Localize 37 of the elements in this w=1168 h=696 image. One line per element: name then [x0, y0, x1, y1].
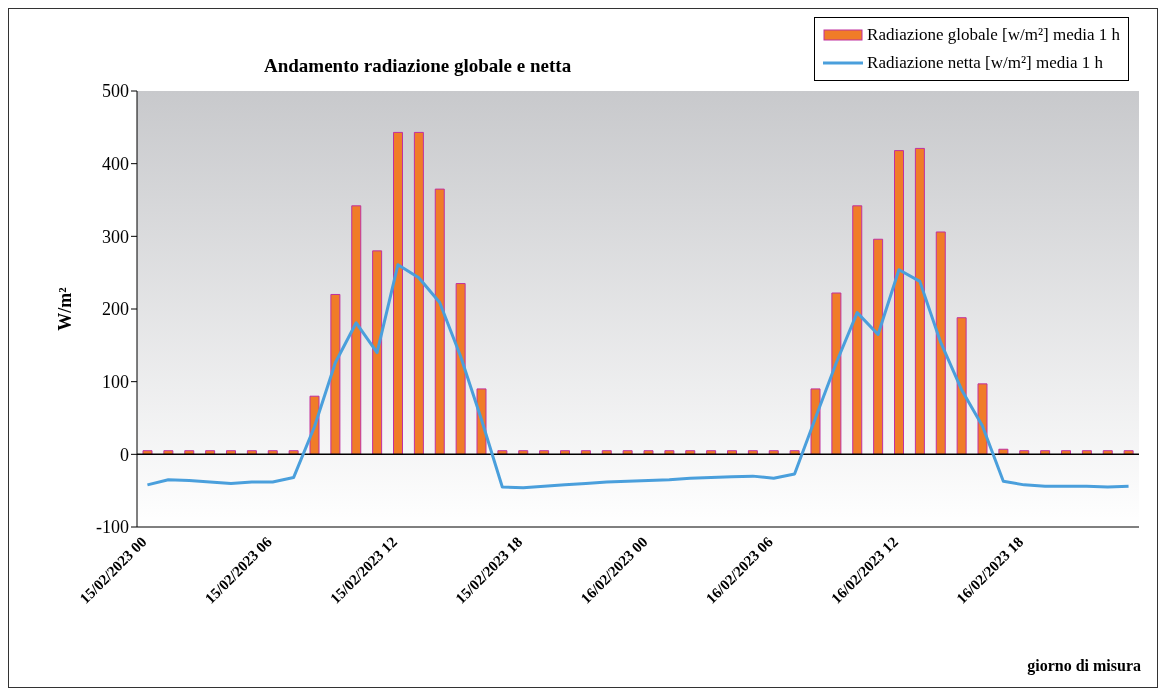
y-tick-label: 400: [102, 154, 129, 175]
bar: [956, 317, 967, 455]
bar: [873, 238, 884, 455]
bar: [434, 188, 445, 455]
bar: [789, 450, 800, 455]
bar: [914, 147, 925, 455]
bar: [372, 250, 383, 455]
y-tick-label: 500: [102, 81, 129, 102]
chart-title: Andamento radiazione globale e netta: [264, 55, 572, 77]
text: giorno di misura: [1027, 657, 1141, 675]
bar: [497, 450, 508, 455]
bar: [998, 448, 1009, 455]
bar: [330, 293, 341, 455]
y-tick-label: -100: [96, 517, 129, 538]
bar: [894, 150, 904, 455]
bar: [831, 292, 842, 455]
y-axis-title: W/m²: [55, 287, 75, 331]
bar: [622, 450, 633, 455]
bar: [413, 131, 424, 455]
bar: [1123, 450, 1134, 455]
bar: [142, 450, 153, 455]
y-tick-label: 300: [102, 226, 129, 247]
bar: [455, 283, 466, 455]
legend-label: Radiazione globale [w/m²] media 1 h: [867, 24, 1120, 46]
bar: [351, 205, 362, 455]
bar: [935, 231, 946, 455]
bar: [393, 131, 403, 455]
y-tick-label: 0: [120, 444, 129, 465]
bar: [288, 450, 299, 455]
legend-label: Radiazione netta [w/m²] media 1 h: [867, 52, 1103, 74]
bar: [643, 450, 654, 455]
y-tick-label: 200: [102, 299, 129, 320]
bar: [163, 450, 174, 455]
y-tick-label: 100: [102, 372, 129, 393]
bar: [852, 205, 863, 455]
line-series: [145, 263, 1131, 490]
bar: [664, 450, 675, 455]
